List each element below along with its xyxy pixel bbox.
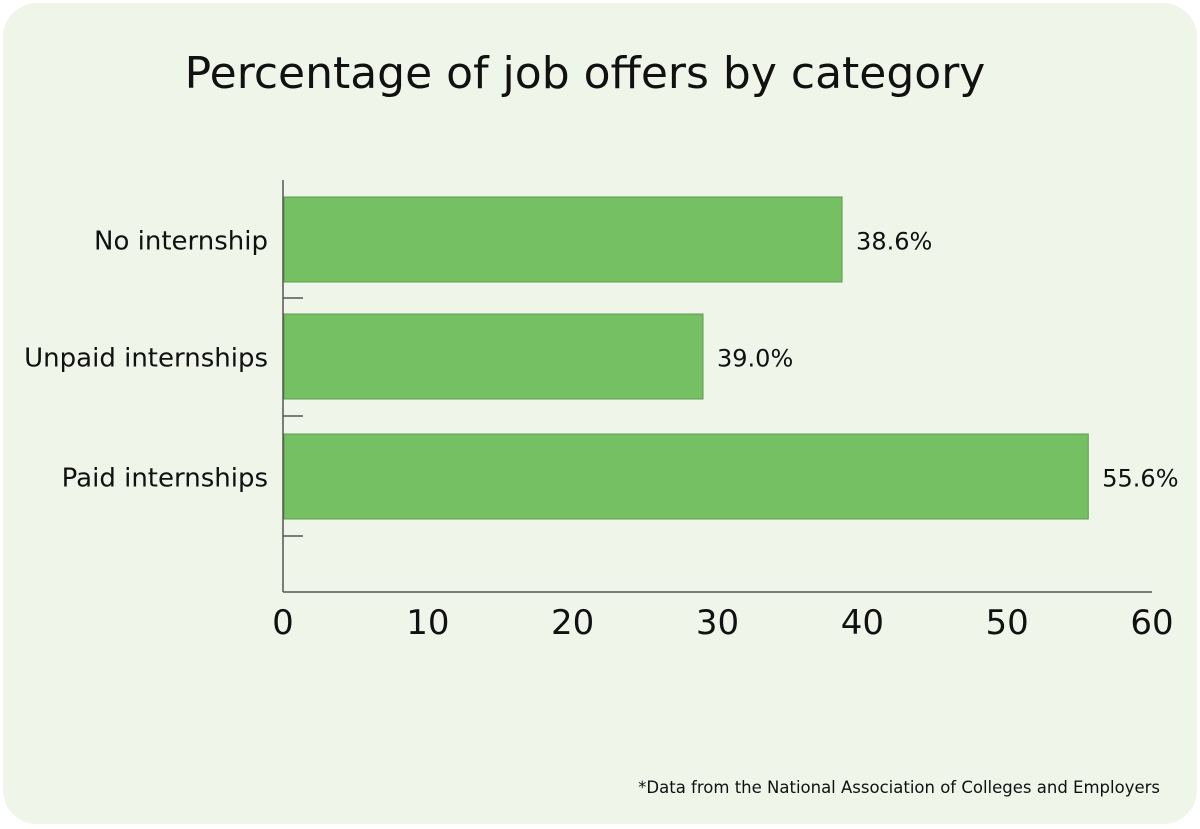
x-tick-label: 30 xyxy=(696,603,739,643)
chart-panel xyxy=(3,3,1197,824)
bar-2 xyxy=(283,433,1089,520)
x-tick-label: 20 xyxy=(551,603,594,643)
data-label: 55.6% xyxy=(1102,465,1178,493)
x-tick-label: 0 xyxy=(272,603,294,643)
x-tick-label: 10 xyxy=(406,603,449,643)
x-tick-label: 60 xyxy=(1130,603,1173,643)
category-label: No internship xyxy=(94,227,268,257)
data-label: 39.0% xyxy=(717,345,793,373)
category-label: Paid internships xyxy=(62,464,268,494)
category-label: Unpaid internships xyxy=(24,344,268,374)
x-tick-label: 40 xyxy=(841,603,884,643)
bar-1 xyxy=(283,313,704,400)
chart-title: Percentage of job offers by category xyxy=(184,48,986,99)
data-label: 38.6% xyxy=(856,228,932,256)
bar-0 xyxy=(283,196,843,283)
source-footnote: *Data from the National Association of C… xyxy=(638,778,1160,797)
x-tick-label: 50 xyxy=(986,603,1029,643)
